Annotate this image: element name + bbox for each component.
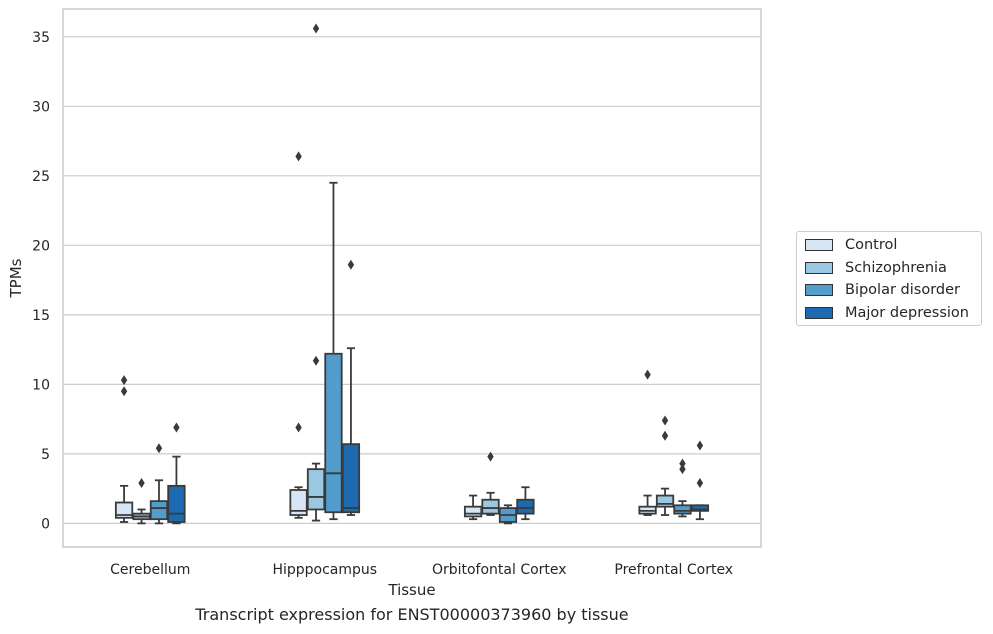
legend-swatch: [805, 239, 833, 251]
outlier-point: [644, 369, 651, 380]
box-iqr: [673, 504, 692, 515]
y-tick-label: 30: [32, 99, 50, 115]
box-control: [463, 494, 483, 521]
y-tick-label: 0: [41, 516, 50, 532]
box-schizophrenia: [655, 415, 675, 516]
outlier-point: [347, 259, 355, 270]
box-bipolar-disorder: [324, 181, 343, 521]
outlier-point: [487, 451, 494, 462]
outlier-point: [312, 23, 320, 34]
y-tick-labels: 0 5 10 15 20 25 30 35: [32, 30, 50, 533]
box-bipolar-disorder: [673, 458, 692, 518]
x-axis-title: Tissue: [387, 581, 435, 599]
x-tick-label: Cerebellum: [110, 562, 190, 578]
outlier-point: [120, 386, 128, 397]
outlier-point: [661, 430, 669, 441]
box-control: [638, 369, 657, 516]
box-iqr: [114, 501, 134, 519]
legend-swatch: [805, 307, 833, 319]
legend-swatch: [805, 284, 833, 296]
legend-swatch: [805, 262, 833, 274]
box-iqr: [306, 468, 326, 511]
x-tick-label: Prefrontal Cortex: [614, 562, 733, 578]
legend: Control Schizophrenia Bipolar disorder M…: [796, 231, 982, 326]
legend-label: Schizophrenia: [845, 260, 947, 276]
box-major-depression: [167, 422, 186, 525]
y-tick-label: 25: [32, 169, 50, 185]
outlier-point: [295, 422, 302, 433]
outlier-point: [155, 443, 163, 454]
x-tick-label: Orbitofontal Cortex: [432, 562, 567, 578]
box-schizophrenia: [481, 451, 500, 516]
legend-label: Control: [845, 237, 898, 253]
outlier-point: [679, 464, 686, 475]
box-major-depression: [690, 440, 710, 521]
grid-lines: [63, 36, 761, 524]
box-iqr: [481, 498, 500, 515]
plot-frame: [62, 8, 762, 548]
outlier-point: [696, 440, 704, 451]
chart-title: Transcript expression for ENST0000037396…: [195, 605, 629, 624]
legend-label: Major depression: [845, 305, 969, 321]
y-tick-label: 10: [32, 377, 50, 393]
outlier-point: [138, 478, 145, 489]
box-control: [289, 151, 308, 519]
y-tick-label: 20: [32, 238, 50, 254]
box-iqr: [289, 489, 308, 516]
box-iqr: [149, 500, 169, 521]
legend-label: Bipolar disorder: [845, 282, 960, 298]
outlier-point: [679, 458, 686, 469]
y-tick-label: 35: [32, 30, 50, 46]
box-iqr: [655, 494, 675, 508]
box-bipolar-disorder: [149, 443, 169, 525]
legend-item-control: Control: [805, 235, 897, 255]
box-schizophrenia: [132, 478, 151, 525]
legend-item-major-depression: Major depression: [805, 303, 969, 323]
outlier-point: [295, 151, 302, 162]
outlier-point: [312, 355, 320, 366]
outlier-point: [173, 422, 180, 433]
legend-item-schizophrenia: Schizophrenia: [805, 258, 947, 278]
box-control: [114, 375, 134, 523]
box-schizophrenia: [306, 23, 326, 522]
y-tick-label: 15: [32, 308, 50, 324]
box-bipolar-disorder: [498, 504, 518, 525]
outlier-point: [661, 415, 669, 426]
outlier-point: [696, 478, 704, 489]
box-major-depression: [341, 259, 361, 516]
box-iqr: [463, 505, 483, 518]
x-tick-labels: Cerebellum Hipppocampus Orbitofontal Corte…: [110, 562, 733, 578]
box-iqr: [167, 484, 186, 523]
outlier-point: [120, 375, 128, 386]
box-iqr: [516, 498, 535, 515]
y-tick-label: 5: [41, 447, 50, 463]
box-major-depression: [516, 486, 535, 521]
box-plot-area: [114, 23, 710, 525]
y-axis-title: TPMs: [7, 258, 25, 298]
box-iqr: [690, 504, 710, 512]
box-iqr: [324, 352, 343, 514]
legend-item-bipolar-disorder: Bipolar disorder: [805, 280, 960, 300]
box-iqr: [341, 443, 361, 514]
x-tick-label: Hipppocampus: [272, 562, 377, 578]
